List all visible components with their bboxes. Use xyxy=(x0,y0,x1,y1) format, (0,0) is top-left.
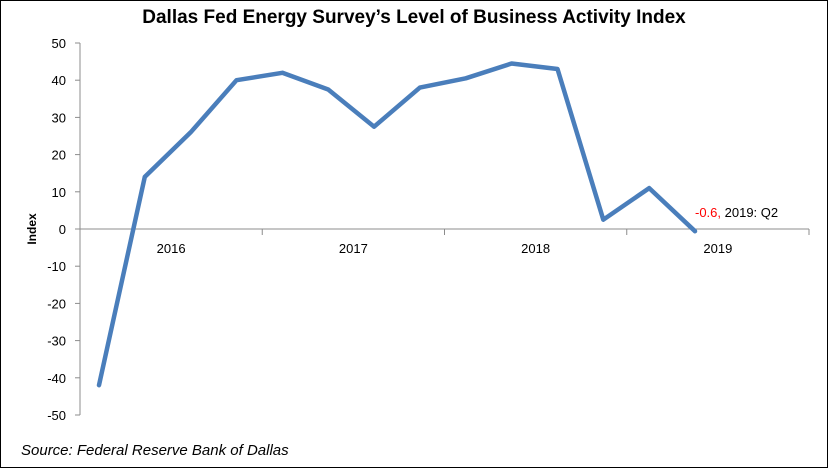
y-tick-label: -40 xyxy=(47,371,66,386)
chart-title: Dallas Fed Energy Survey’s Level of Busi… xyxy=(142,7,686,28)
y-tick-label: 20 xyxy=(52,148,66,163)
x-tick-label: 2018 xyxy=(521,241,550,256)
y-tick-label: 30 xyxy=(52,110,66,125)
x-tick-label: 2017 xyxy=(339,241,368,256)
y-axis: 50 40 30 20 10 0 -10 -20 -30 -40 -50 xyxy=(47,36,81,423)
y-tick-label: 10 xyxy=(52,185,66,200)
source-note: Source: Federal Reserve Bank of Dallas xyxy=(21,442,289,459)
annotation-label: 2019: Q2 xyxy=(721,205,778,220)
series-line xyxy=(96,61,698,388)
x-tick-label: 2019 xyxy=(703,241,732,256)
y-tick-label: 50 xyxy=(52,36,66,51)
y-axis-title: Index xyxy=(25,213,39,245)
series-group xyxy=(96,61,698,388)
x-axis: 2016 2017 2018 2019 xyxy=(79,228,810,256)
y-tick-label: -30 xyxy=(47,334,66,349)
y-tick-label: -50 xyxy=(47,408,66,423)
y-tick-label: 0 xyxy=(59,222,66,237)
y-tick-label: -10 xyxy=(47,259,66,274)
annotation-value: -0.6, xyxy=(695,205,721,220)
y-tick-label: -20 xyxy=(47,296,66,311)
x-tick-label: 2016 xyxy=(157,241,186,256)
last-value-annotation: -0.6, 2019: Q2 xyxy=(695,205,778,220)
y-tick-label: 40 xyxy=(52,73,66,88)
